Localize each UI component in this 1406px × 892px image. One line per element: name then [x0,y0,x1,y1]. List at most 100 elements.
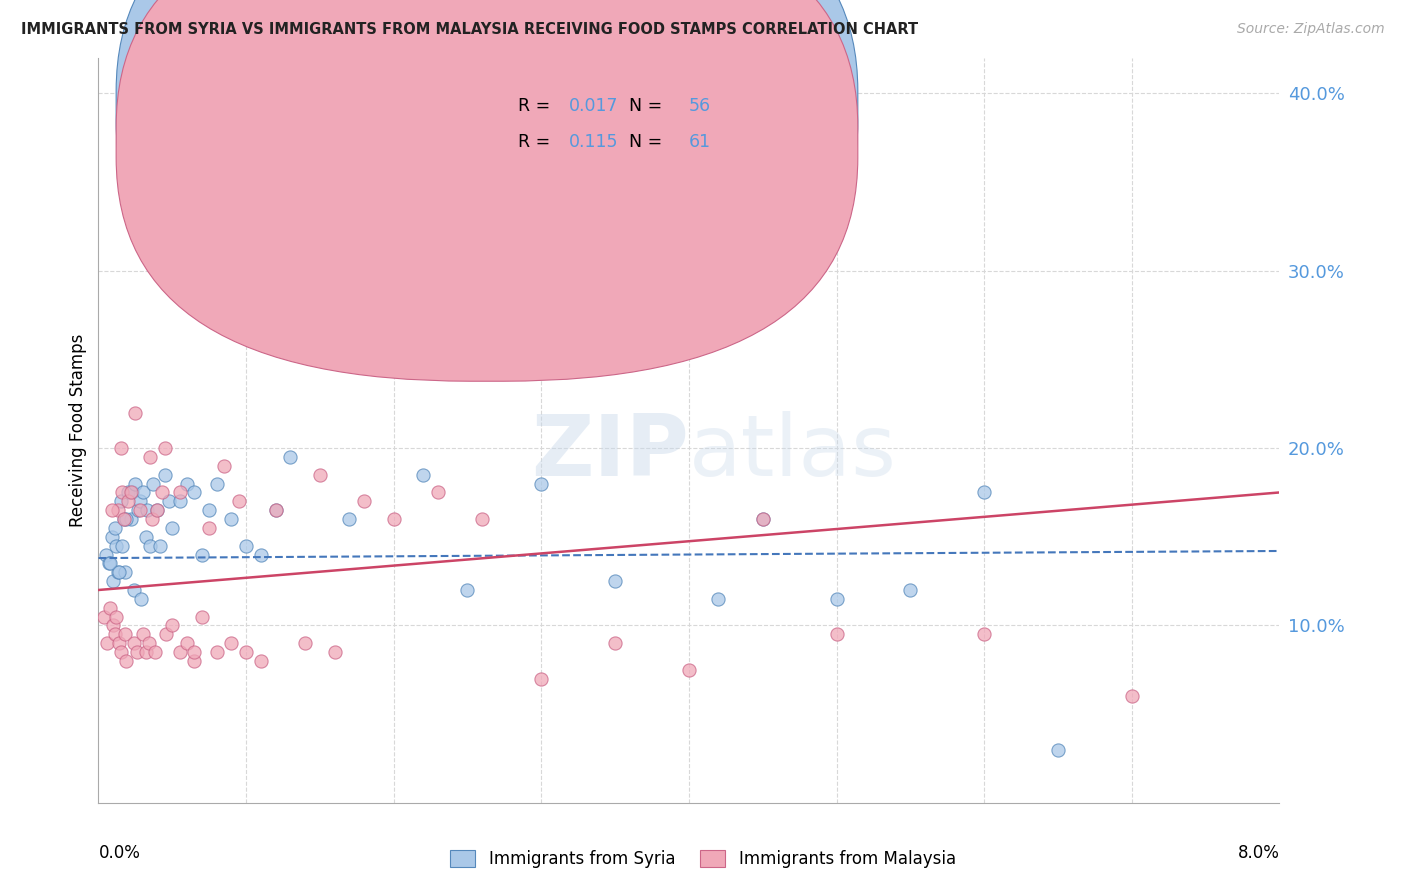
Point [103,574,125,588]
Point [110,645,132,659]
Point [146,503,169,517]
Point [153,467,176,482]
Y-axis label: Receiving Food Stamps: Receiving Food Stamps [69,334,87,527]
Point [125,645,148,659]
Text: N =: N = [619,133,668,151]
Point [382,343,405,358]
Point [96,636,118,650]
Point [368,184,391,198]
Point [139,450,162,464]
Point [221,512,243,526]
Point [169,485,191,500]
Legend: Immigrants from Syria, Immigrants from Malaysia: Immigrants from Syria, Immigrants from M… [444,843,962,875]
Point [205,476,228,491]
Point [136,503,159,517]
Point [111,485,134,500]
Point [162,618,183,632]
Point [93,609,115,624]
Point [530,672,553,686]
Point [110,494,132,508]
Point [183,645,205,659]
Point [280,450,302,464]
Point [264,503,287,517]
Point [103,618,125,632]
Point [120,512,142,526]
Point [221,636,243,650]
Point [100,503,122,517]
Point [228,494,250,508]
Point [105,609,128,624]
Point [98,557,121,571]
FancyBboxPatch shape [117,0,858,345]
Point [605,574,627,588]
Text: N =: N = [619,97,668,115]
Point [149,539,172,553]
Point [250,548,273,562]
Point [191,609,214,624]
Point [105,539,128,553]
Point [128,494,150,508]
Point [973,485,995,500]
Text: R =: R = [517,133,555,151]
Text: 0.017: 0.017 [568,97,619,115]
Point [129,591,152,606]
Point [752,512,775,526]
Text: ZIP: ZIP [531,411,689,494]
Point [235,645,257,659]
Point [110,441,132,455]
Text: 8.0%: 8.0% [1237,844,1279,862]
Point [122,636,145,650]
Point [198,503,221,517]
Point [752,512,775,526]
Point [530,476,553,491]
Point [250,654,273,668]
Point [825,627,848,641]
Point [353,494,375,508]
Point [117,494,139,508]
Point [121,485,143,500]
Point [153,441,176,455]
Point [264,503,287,517]
Point [135,645,157,659]
Point [169,645,191,659]
Point [115,512,138,526]
Point [678,663,700,677]
Point [294,636,316,650]
Point [973,627,995,641]
Point [97,557,120,571]
Point [141,512,163,526]
Point [138,636,160,650]
Point [104,521,127,535]
Point [108,566,131,580]
Point [1121,690,1143,704]
Point [112,512,135,526]
Point [128,503,150,517]
Point [427,485,450,500]
FancyBboxPatch shape [117,0,858,381]
Point [107,566,129,580]
Point [122,582,145,597]
Text: 61: 61 [689,133,711,151]
Point [205,645,228,659]
Point [382,512,405,526]
Point [150,485,173,500]
Point [114,566,136,580]
Point [212,458,235,473]
Point [94,548,117,562]
Point [104,627,127,641]
Point [825,591,848,606]
Text: R =: R = [517,97,555,115]
Point [135,530,157,544]
Point [198,521,221,535]
Point [1046,742,1070,756]
Point [900,582,922,597]
Point [98,600,121,615]
Point [162,521,183,535]
Point [235,539,257,553]
Point [124,406,146,420]
Text: 0.0%: 0.0% [98,844,141,862]
Point [132,485,155,500]
Point [323,645,346,659]
Point [111,539,134,553]
Point [605,636,627,650]
